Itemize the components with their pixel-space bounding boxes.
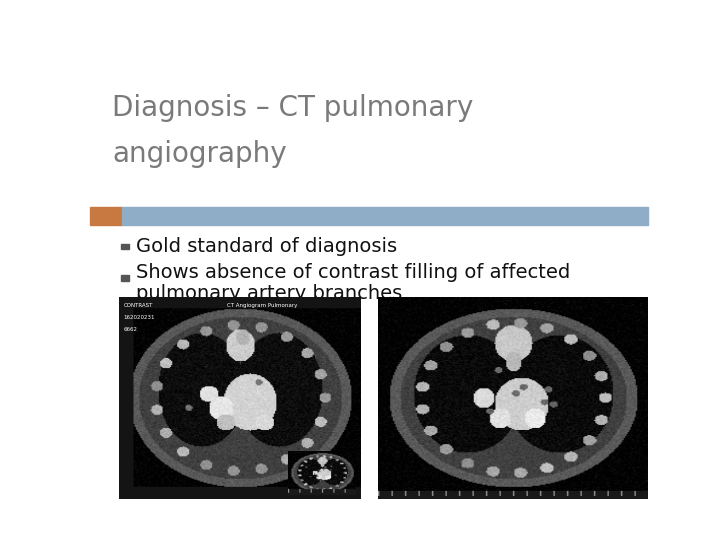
Text: Diagnosis – CT pulmonary: Diagnosis – CT pulmonary: [112, 94, 474, 123]
Bar: [121, 244, 128, 249]
Text: 162020231: 162020231: [124, 315, 155, 320]
Bar: [121, 275, 128, 281]
Bar: [122, 207, 648, 225]
Text: Gold standard of diagnosis: Gold standard of diagnosis: [136, 237, 397, 256]
Text: CT Angiogram Pulmonary: CT Angiogram Pulmonary: [228, 303, 297, 308]
Text: Shows absence of contrast filling of affected: Shows absence of contrast filling of aff…: [136, 263, 570, 282]
Text: pulmonary artery branches: pulmonary artery branches: [136, 284, 402, 303]
Text: angiography: angiography: [112, 140, 287, 168]
Text: CONTRAST: CONTRAST: [124, 303, 153, 308]
Bar: [90, 207, 122, 225]
Text: 6662: 6662: [124, 327, 138, 333]
